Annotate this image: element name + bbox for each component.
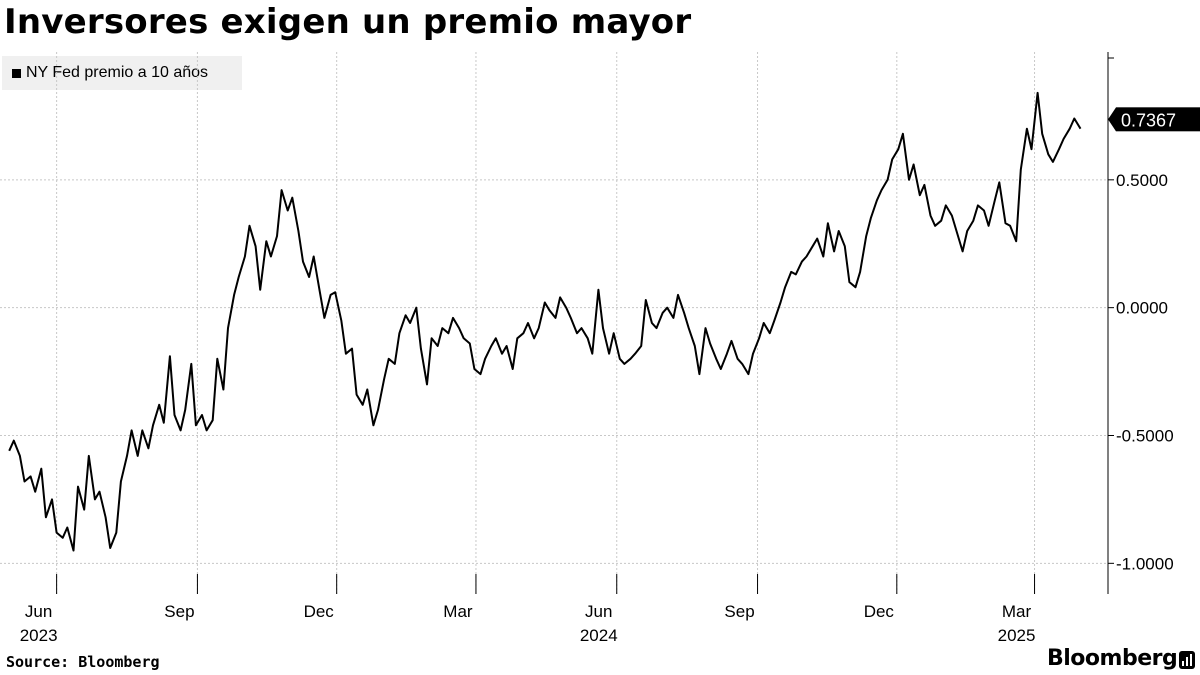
x-tick-label: Mar [443,602,473,621]
brand-logo: Bloomberg [1047,646,1178,671]
y-tick-label: -0.5000 [1116,426,1174,445]
x-year-label: 2023 [20,626,58,645]
y-tick-label: 0.5000 [1116,171,1168,190]
y-tick-label: -1.0000 [1116,554,1174,573]
y-tick-label: 0.0000 [1116,299,1168,318]
legend-label: NY Fed premio a 10 años [26,64,209,81]
x-tick-label: Sep [164,602,194,621]
x-tick-label: Dec [864,602,895,621]
x-tick-label: Mar [1002,602,1032,621]
x-year-label: 2024 [580,626,618,645]
last-value-box [1116,107,1200,132]
legend-swatch [12,68,21,78]
chart-title: Inversores exigen un premio mayor [4,2,692,42]
bar-chart-icon [1179,651,1195,669]
x-tick-label: Jun [25,602,52,621]
x-tick-label: Sep [724,602,754,621]
x-tick-label: Jun [585,602,612,621]
source-note: Source: Bloomberg [6,653,160,671]
series-line [8,91,1082,552]
x-tick-label: Dec [304,602,335,621]
last-value-pointer [1108,107,1116,132]
x-year-label: 2025 [998,626,1036,645]
legend: NY Fed premio a 10 años [2,56,242,90]
last-value-label: 0.7367 [1121,110,1176,130]
